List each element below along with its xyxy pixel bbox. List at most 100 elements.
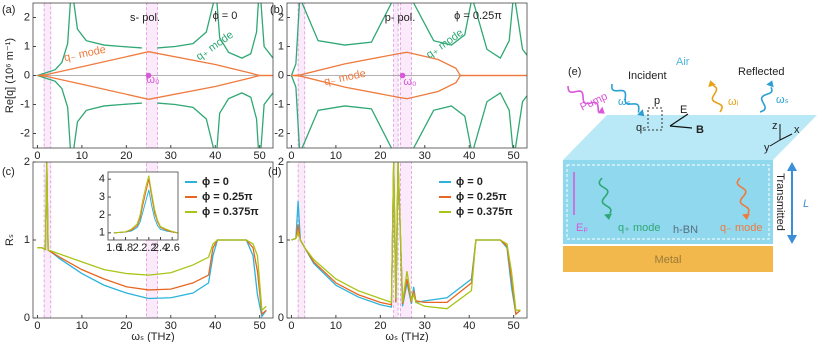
wave-arrow [759,86,773,113]
y-tick-label: 0 [24,312,30,324]
panel-title: p- pol. [385,12,416,24]
hbn-label: h-BN [673,224,698,236]
panel-label: (b) [270,4,283,16]
y-tick-label: 1 [24,40,30,52]
y-tick-label: 2 [24,11,30,23]
x-tick-label: 20 [374,320,386,332]
y-axis-label: Re[q] (10⁶ m⁻¹) [4,38,16,113]
series-line [113,175,178,234]
x-tick-label: 50 [254,150,266,162]
panel-title: s- pol. [130,12,160,24]
arrow-head [787,162,797,171]
panel: 0 10 20 30 40 50 -2 -1 0 1 2 (a) s- pol. Re[q] (10⁶ m… [2,2,274,162]
legend-label: ϕ = 0.375π [202,206,259,218]
y-tick-label: 1 [99,227,105,239]
series-line [290,3,527,76]
x-tick-label: 30 [165,320,177,332]
y-tick-label: 1 [24,234,30,246]
y-tick-label: 1 [278,234,284,246]
metal-label: Metal [655,254,682,266]
y-tick-label: 2 [99,209,105,221]
y-tick-label: 0 [24,69,30,81]
x-tick-label: 20 [120,320,132,332]
annotation: ϕ = 0.25π [454,10,502,22]
plot [33,3,273,148]
series-line [37,3,273,77]
plot-frame [107,171,179,241]
legend-label: ϕ = 0 [202,176,229,188]
x-tick-label: 10 [76,150,88,162]
y-tick-label: 2 [278,156,284,168]
hbn-front [563,160,773,244]
highlight-band [393,162,399,318]
arrow-head [742,213,750,220]
ep-label: Eₚ [576,222,588,234]
x-tick-label: 20 [374,150,386,162]
arrow-head [708,80,716,88]
wave-arrow [598,177,612,214]
air-label: Air [676,56,690,68]
axis-y [769,139,781,147]
plot [291,162,521,318]
y-tick-label: 0 [278,312,284,324]
reflected-label: Reflected [738,66,784,78]
x-tick-label: 0 [34,320,40,332]
p-label: p [654,95,660,107]
x-tick-label: 2.4 [153,242,168,254]
x-label: x [794,124,800,136]
metal-layer [563,246,773,272]
arrow-head [597,106,605,114]
omega0-point [145,72,152,79]
series-line [37,74,273,100]
series-line [37,74,273,148]
x-tick-label: 10 [330,150,342,162]
arrow-head [637,109,645,117]
arrow-head [604,213,612,220]
x-tick-label: 40 [463,320,475,332]
plot [287,3,527,148]
y-tick-label: 4 [99,173,105,185]
x-tick-label: 50 [508,150,520,162]
x-tick-label: 2.6 [165,242,180,254]
panel-label: (d) [268,166,281,178]
b-label: B [696,124,704,136]
x-tick-label: 10 [76,320,88,332]
z-label: z [772,120,778,132]
panel-label: (c) [2,166,15,178]
x-tick-label: 30 [419,320,431,332]
x-tick-label: 50 [254,320,266,332]
axis-x [779,133,793,141]
plot [113,175,178,234]
y-tick-label: -2 [20,127,30,139]
y-tick-label: 1 [278,40,284,52]
x-axis-label: ωₛ (THz) [131,331,174,342]
series-line [291,74,527,100]
wave-arrow [611,83,640,113]
e-label: E [680,104,687,116]
x-tick-label: 2.2 [141,242,156,254]
e-vector [669,113,689,127]
y-tick-label: 2 [24,156,30,168]
wave-arrow [736,177,750,214]
b-vector [669,125,693,129]
y-label: y [764,142,770,154]
wave-arrow [567,85,600,113]
y-tick-label: -1 [274,98,284,110]
x-tick-label: 2. [133,242,142,254]
x-tick-label: 0 [288,150,294,162]
x-tick-label: 40 [209,150,221,162]
x-tick-label: 50 [508,320,520,332]
x-tick-label: 40 [209,320,221,332]
y-tick-label: -2 [274,127,284,139]
legend-label: ϕ = 0.375π [456,206,513,218]
x-tick-label: 30 [419,150,431,162]
q-minus-mode: q₋ mode [720,222,763,234]
q-plus-mode: q₊ mode [618,222,661,234]
x-tick-label: 0 [288,320,294,332]
omega-s-out: ωₛ [776,94,789,106]
highlight-band [297,162,306,318]
omega-i: ωᵢ [728,96,739,108]
legend-label: ϕ = 0.25π [456,191,507,203]
